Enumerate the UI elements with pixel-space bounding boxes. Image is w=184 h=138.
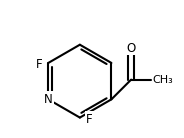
Text: F: F: [86, 113, 93, 126]
Text: F: F: [36, 58, 42, 71]
Text: CH₃: CH₃: [152, 75, 173, 85]
Text: O: O: [127, 42, 136, 55]
Text: N: N: [44, 93, 53, 106]
